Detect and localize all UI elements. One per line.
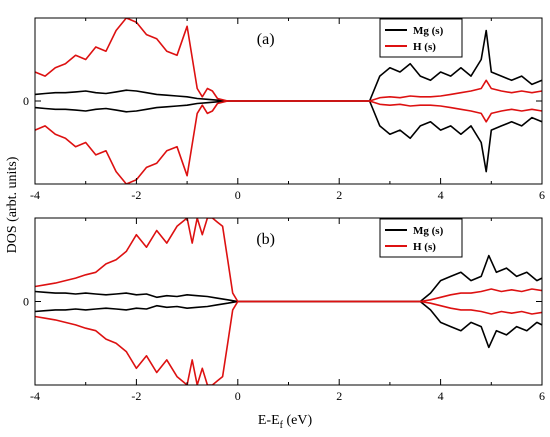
legend-entry: H (s) [413,41,436,53]
series-mg-s-lower-line [35,300,542,349]
x-axis-title-subscript: f [280,420,284,431]
x-tick-label: 4 [438,389,444,403]
x-tick-label: 6 [539,188,545,202]
x-tick-label: 0 [235,389,241,403]
x-tick-label: -4 [30,188,40,202]
plot-area [35,218,542,385]
series-h-s-lower-line [35,100,542,184]
panel-label: (b) [256,231,275,248]
panels: -4 -2 0 2 4 6 0 (a) Mg (s) H (s) -4 -2 0 2 4 6 0 (b) Mg (s… [23,17,545,403]
plot-area [35,18,542,184]
x-tick-label: 6 [539,389,545,403]
series-h-s-lower-line [35,300,542,385]
x-tick-label: 2 [336,389,342,403]
x-tick-label: 2 [336,188,342,202]
x-tick-label: 0 [235,188,241,202]
panel-label: (a) [257,31,275,48]
series-h-s-upper-line [35,218,542,303]
panel-a: -4 -2 0 2 4 6 0 (a) Mg (s) H (s) [23,17,545,202]
x-tick-label: -2 [131,188,141,202]
legend-box [379,18,463,58]
panel-b: -4 -2 0 2 4 6 0 (b) Mg (s) H (s) [23,217,545,403]
y-tick-label: 0 [23,94,29,108]
x-tick-label: -4 [30,389,40,403]
legend-entry: Mg (s) [413,25,444,37]
series-mg-s-upper-line [35,254,542,303]
x-axis-title: E-Ef (eV) [258,413,313,431]
x-tick-label: -2 [131,389,141,403]
legend-box [379,218,463,258]
x-tick-label: 4 [438,188,444,202]
legend-entry: H (s) [413,241,436,253]
legend-entry: Mg (s) [413,225,444,237]
y-tick-label: 0 [23,295,29,309]
y-axis-title: DOS (arbt. units) [5,156,20,253]
series-h-s-upper-line [35,18,542,102]
